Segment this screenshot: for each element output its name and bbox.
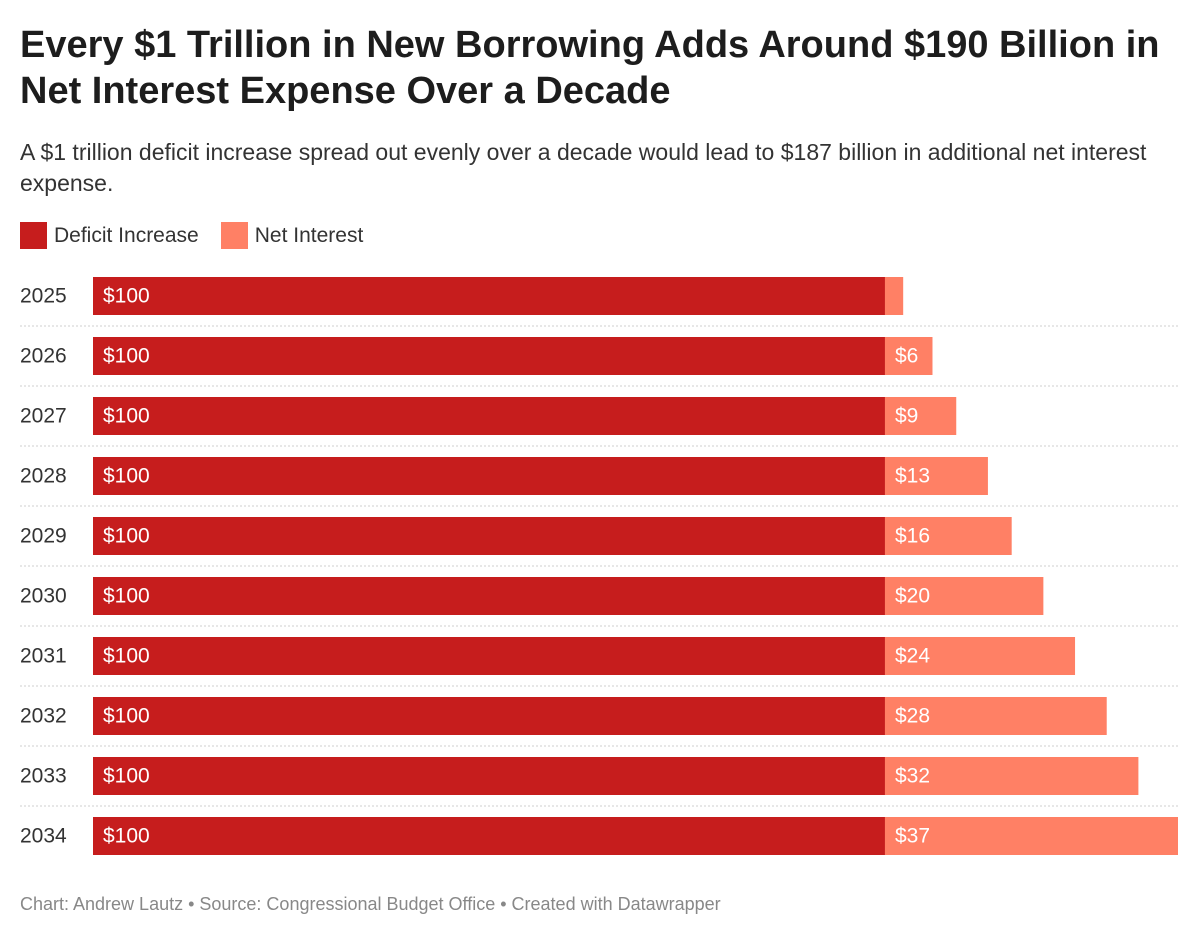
stacked-bar-chart: 2025 $100 2026 $100 $6 2027 $100 $9 2028 $100 $13 2…	[20, 277, 1178, 855]
data-label: $100	[103, 285, 150, 308]
y-tick-label: 2029	[20, 525, 67, 548]
data-label: $100	[103, 645, 150, 668]
data-label: $32	[895, 765, 930, 788]
data-label: $20	[895, 585, 930, 608]
bar-deficit-increase	[93, 457, 885, 495]
bar-deficit-increase	[93, 277, 885, 315]
bar-deficit-increase	[93, 817, 885, 855]
legend-label-net-interest: Net Interest	[254, 223, 364, 247]
y-tick-label: 2028	[20, 465, 67, 488]
data-label: $100	[103, 825, 150, 848]
bar-deficit-increase	[93, 757, 885, 795]
legend-swatch-deficit-increase	[20, 222, 47, 249]
y-tick-label: 2030	[20, 585, 67, 608]
bar-net-interest	[884, 637, 1076, 675]
data-label: $24	[895, 645, 930, 668]
bar-deficit-increase	[93, 577, 885, 615]
bar-deficit-increase	[93, 697, 885, 735]
bar-net-interest	[884, 697, 1107, 735]
bar-net-interest	[884, 277, 904, 315]
legend-swatch-net-interest	[220, 222, 248, 249]
y-tick-label: 2033	[20, 765, 67, 788]
data-label: $100	[103, 765, 150, 788]
data-label: $9	[895, 405, 918, 428]
data-label: $100	[103, 465, 150, 488]
y-tick-label: 2027	[20, 405, 67, 428]
legend-item-deficit-increase: Deficit Increase	[20, 222, 199, 249]
data-label: $100	[103, 525, 150, 548]
chart-title: Every $1 Trillion in New Borrowing Adds …	[20, 24, 1160, 112]
bar-deficit-increase	[93, 517, 885, 555]
data-label: $28	[895, 705, 930, 728]
chart-footer: Chart: Andrew Lautz • Source: Congressio…	[20, 894, 721, 914]
bar-deficit-increase	[93, 397, 885, 435]
legend-item-net-interest: Net Interest	[220, 222, 364, 249]
bar-net-interest	[884, 757, 1139, 795]
data-label: $6	[895, 345, 918, 368]
data-label: $37	[895, 825, 930, 848]
bar-net-interest	[884, 817, 1178, 855]
bar-net-interest	[884, 337, 933, 375]
bar-net-interest	[884, 457, 988, 495]
chart-subtitle: A $1 trillion deficit increase spread ou…	[20, 139, 1147, 196]
bar-deficit-increase	[93, 337, 885, 375]
data-label: $100	[103, 585, 150, 608]
data-label: $100	[103, 345, 150, 368]
data-label: $16	[895, 525, 930, 548]
legend: Deficit Increase Net Interest	[20, 222, 385, 249]
data-label: $13	[895, 465, 930, 488]
bar-deficit-increase	[93, 637, 885, 675]
y-tick-label: 2032	[20, 705, 67, 728]
y-tick-label: 2031	[20, 645, 67, 668]
data-label: $100	[103, 405, 150, 428]
bar-net-interest	[884, 577, 1044, 615]
y-tick-label: 2034	[20, 825, 67, 848]
bar-net-interest	[884, 517, 1012, 555]
y-tick-label: 2025	[20, 285, 67, 308]
bar-net-interest	[884, 397, 957, 435]
data-label: $100	[103, 705, 150, 728]
y-tick-label: 2026	[20, 345, 67, 368]
legend-label-deficit-increase: Deficit Increase	[54, 223, 199, 247]
